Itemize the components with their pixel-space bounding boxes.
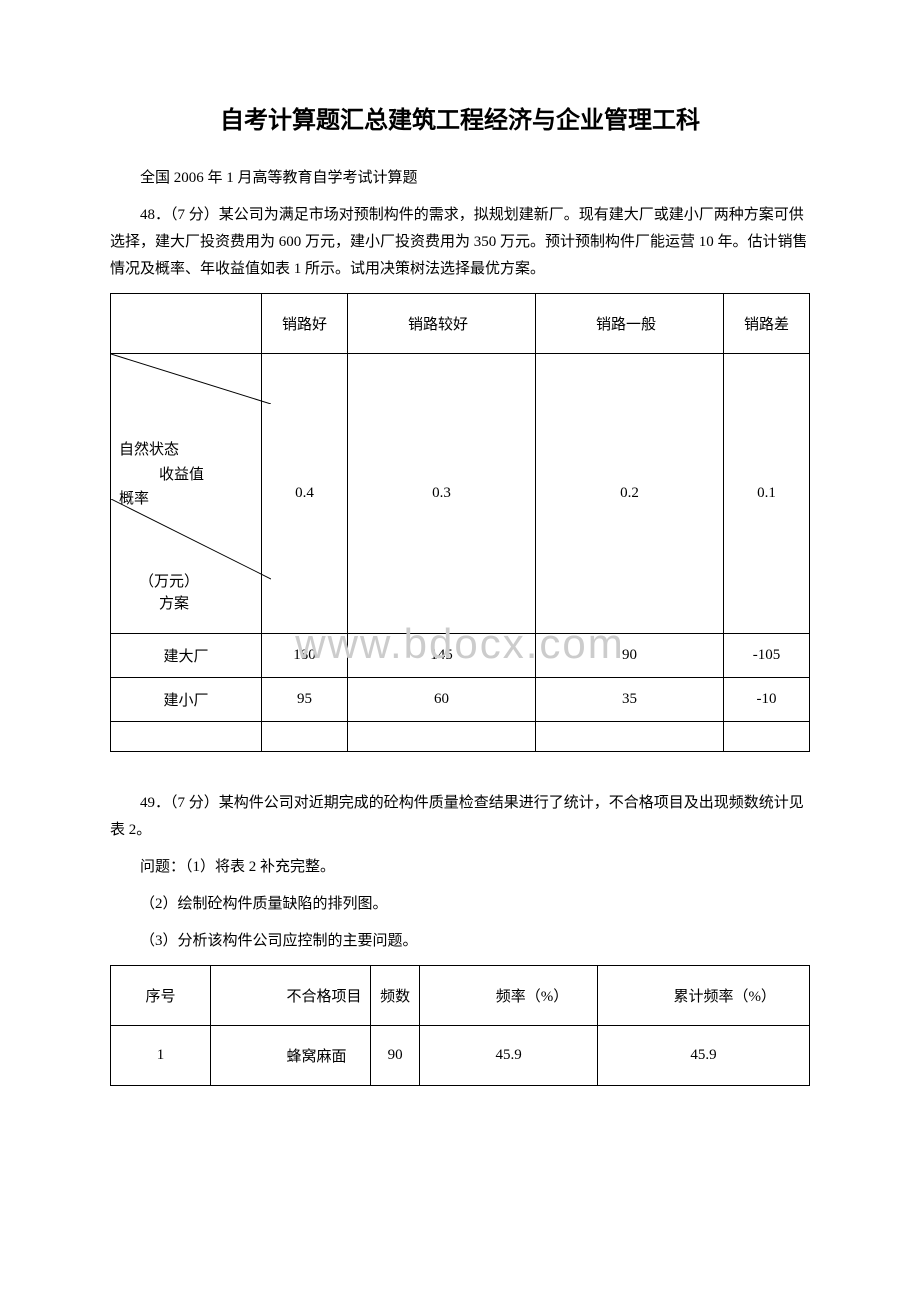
q49-sub3: （3）分析该构件公司应控制的主要问题。 (110, 928, 810, 955)
table1-prob-row: 自然状态 收益值 概率 （万元） 方案 0.4 0.3 0.2 0.1 (111, 354, 810, 634)
diagonal-line2-icon (111, 499, 271, 589)
table1-r1-v2: 35 (536, 678, 724, 722)
table2-r0-c4: 45.9 (597, 1026, 809, 1086)
table1-prob-1: 0.3 (347, 354, 535, 634)
table1-diag-cell: 自然状态 收益值 概率 （万元） 方案 (111, 354, 262, 634)
table1-prob-2: 0.2 (536, 354, 724, 634)
diag-label-2: 收益值 (119, 464, 253, 487)
table-2: 序号 不合格项目 频数 频率（%） 累计频率（%） 1 蜂窝麻面 90 45.9… (110, 965, 810, 1086)
table1-empty-1 (262, 722, 348, 752)
table1-r0-v2: 90 (536, 634, 724, 678)
q49-text: 49．（7 分）某构件公司对近期完成的砼构件质量检查结果进行了统计，不合格项目及… (110, 790, 810, 844)
table2-row-0: 1 蜂窝麻面 90 45.9 45.9 (111, 1026, 810, 1086)
table1-empty-row (111, 722, 810, 752)
table2-hdr-3: 频率（%） (420, 966, 598, 1026)
table2-hdr-1: 不合格项目 (211, 966, 371, 1026)
table1-r1-v1: 60 (347, 678, 535, 722)
table2-hdr-4: 累计频率（%） (597, 966, 809, 1026)
table1-empty-4 (724, 722, 810, 752)
table1-hdr-2: 销路较好 (347, 294, 535, 354)
diag-label-1: 自然状态 (119, 439, 253, 462)
table1-r1-v3: -10 (724, 678, 810, 722)
table1-r1-label: 建小厂 (111, 678, 262, 722)
table1-empty-2 (347, 722, 535, 752)
diagonal-line-icon (111, 354, 271, 404)
table1-header-row: 销路好 销路较好 销路一般 销路差 (111, 294, 810, 354)
q49-sub1: 问题：（1）将表 2 补充完整。 (110, 854, 810, 881)
q48-text: 48．（7 分）某公司为满足市场对预制构件的需求，拟规划建新厂。现有建大厂或建小… (110, 202, 810, 283)
diag-label-5: 方案 (119, 593, 253, 616)
table1-empty-0 (111, 722, 262, 752)
table1-row-1: 建小厂 95 60 35 -10 (111, 678, 810, 722)
table1-corner-cell (111, 294, 262, 354)
table1-r0-v3: -105 (724, 634, 810, 678)
table2-r0-c1: 蜂窝麻面 (211, 1026, 371, 1086)
table1-hdr-4: 销路差 (724, 294, 810, 354)
table2-r0-c3: 45.9 (420, 1026, 598, 1086)
table2-header-row: 序号 不合格项目 频数 频率（%） 累计频率（%） (111, 966, 810, 1026)
table2-hdr-0: 序号 (111, 966, 211, 1026)
table1-r0-v1: 145 (347, 634, 535, 678)
table2-r0-c0: 1 (111, 1026, 211, 1086)
table1-prob-0: 0.4 (262, 354, 348, 634)
table1-empty-3 (536, 722, 724, 752)
table-1: 销路好 销路较好 销路一般 销路差 自然状态 收益值 概率 （万元） 方案 0.… (110, 293, 810, 752)
table1-r1-v0: 95 (262, 678, 348, 722)
table1-r0-v0: 180 (262, 634, 348, 678)
table1-r0-label: 建大厂 (111, 634, 262, 678)
table2-hdr-2: 频数 (371, 966, 420, 1026)
table2-r0-c2: 90 (371, 1026, 420, 1086)
table1-row-0: 建大厂 180 145 90 -105 (111, 634, 810, 678)
q49-sub2: （2）绘制砼构件质量缺陷的排列图。 (110, 891, 810, 918)
intro-line: 全国 2006 年 1 月高等教育自学考试计算题 (110, 165, 810, 192)
table1-prob-3: 0.1 (724, 354, 810, 634)
table1-hdr-1: 销路好 (262, 294, 348, 354)
page-title: 自考计算题汇总建筑工程经济与企业管理工科 (110, 100, 810, 135)
table1-hdr-3: 销路一般 (536, 294, 724, 354)
